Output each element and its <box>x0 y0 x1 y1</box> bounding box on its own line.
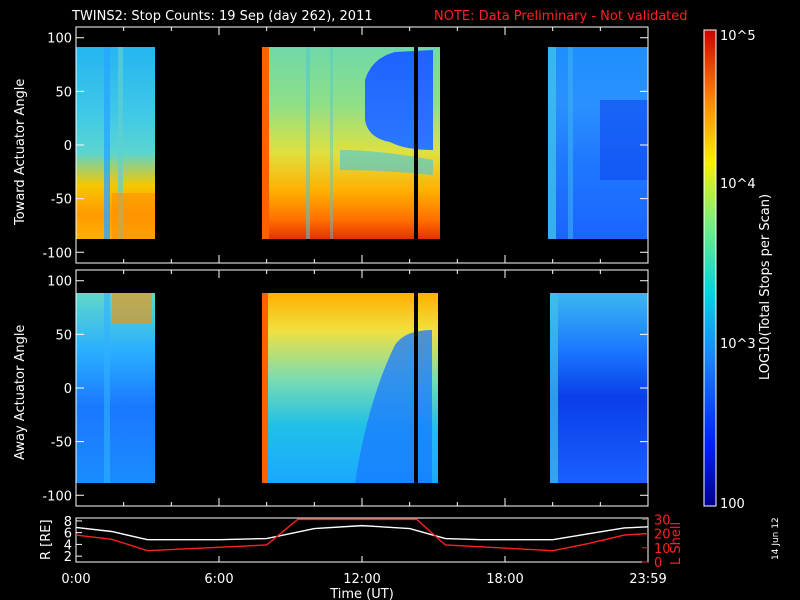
heatmap-stripe <box>548 47 556 239</box>
heatmap-lowcount-region <box>600 100 648 180</box>
colorbar-gradient <box>703 29 717 507</box>
heatmap-stripe <box>104 293 110 483</box>
y-tick-label: 100 <box>47 275 72 290</box>
date-stamp: 14 Jun 12 <box>771 517 781 560</box>
y-tick-label: -50 <box>51 436 72 451</box>
colorbar-tick-bottom: 100 <box>720 497 745 512</box>
y-tick-label: 8 <box>64 515 72 530</box>
x-tick-label: 6:00 <box>204 572 233 587</box>
heatmap-stripe <box>118 47 123 239</box>
heatmap-edge <box>262 47 269 239</box>
heatmap-lowcount-region <box>365 50 433 150</box>
heatmap-block <box>76 293 155 483</box>
y-tick-label-right: 0 <box>654 556 662 571</box>
y-tick-label: 4 <box>64 538 72 553</box>
y-tick-label: -100 <box>42 246 72 261</box>
heatmap-lowcount-region <box>355 330 432 483</box>
heatmap-stripe <box>568 47 573 239</box>
y-tick-label: 100 <box>47 32 72 47</box>
heatmap-edge <box>262 293 268 483</box>
y-tick-label: 6 <box>64 527 72 542</box>
heatmap-stripe <box>306 47 310 239</box>
heatmap-transition <box>340 150 433 175</box>
data-gap-line <box>414 293 418 483</box>
y-tick-label: 50 <box>55 85 72 100</box>
panel-toward <box>75 26 649 264</box>
y-tick-label: -100 <box>42 489 72 504</box>
heatmap-stripe <box>330 47 333 239</box>
x-tick-label: 18:00 <box>486 572 523 587</box>
series-line-lshell <box>75 518 649 552</box>
chart-title: TWINS2: Stop Counts: 19 Sep (day 262), 2… <box>71 9 373 24</box>
y-tick-label-right: 20 <box>654 528 671 543</box>
colorbar-tick-top: 10^5 <box>720 29 756 44</box>
y-tick-label: 50 <box>55 328 72 343</box>
y-tick-label: -50 <box>51 193 72 208</box>
data-gap-line <box>414 47 418 239</box>
x-axis-label: Time (UT) <box>329 587 394 600</box>
colorbar: 10^5 10^4 10^3 100 LOG10(Total Stops per… <box>703 29 773 512</box>
preliminary-note: NOTE: Data Preliminary - Not validated <box>434 9 688 24</box>
panel-away <box>75 269 649 507</box>
x-tick-label: 12:00 <box>343 572 380 587</box>
heatmap-noise <box>112 293 152 323</box>
y-label-lshell: L Shell <box>669 522 684 565</box>
x-tick-label: 23:59 <box>629 572 666 587</box>
y-tick-label-right: 30 <box>654 513 671 528</box>
y-tick-label: 0 <box>64 139 72 154</box>
heatmap-stripe <box>104 47 110 239</box>
y-tick-label: 0 <box>64 382 72 397</box>
colorbar-label: LOG10(Total Stops per Scan) <box>758 194 773 380</box>
heatmap-block <box>550 293 648 483</box>
y-tick-label-right: 10 <box>654 542 671 557</box>
colorbar-tick: 10^4 <box>720 177 756 192</box>
y-label-away: Away Actuator Angle <box>13 325 28 460</box>
heatmap-noise <box>112 193 155 239</box>
panel-ephemeris <box>75 517 649 563</box>
colorbar-tick: 10^3 <box>720 337 756 352</box>
x-tick-label: 0:00 <box>61 572 90 587</box>
series-line-r <box>75 524 649 541</box>
y-label-r: R [RE] <box>39 519 54 560</box>
y-tick-label: 2 <box>64 550 72 565</box>
heatmap-stripe <box>550 293 558 483</box>
y-label-toward: Toward Actuator Angle <box>13 79 28 226</box>
